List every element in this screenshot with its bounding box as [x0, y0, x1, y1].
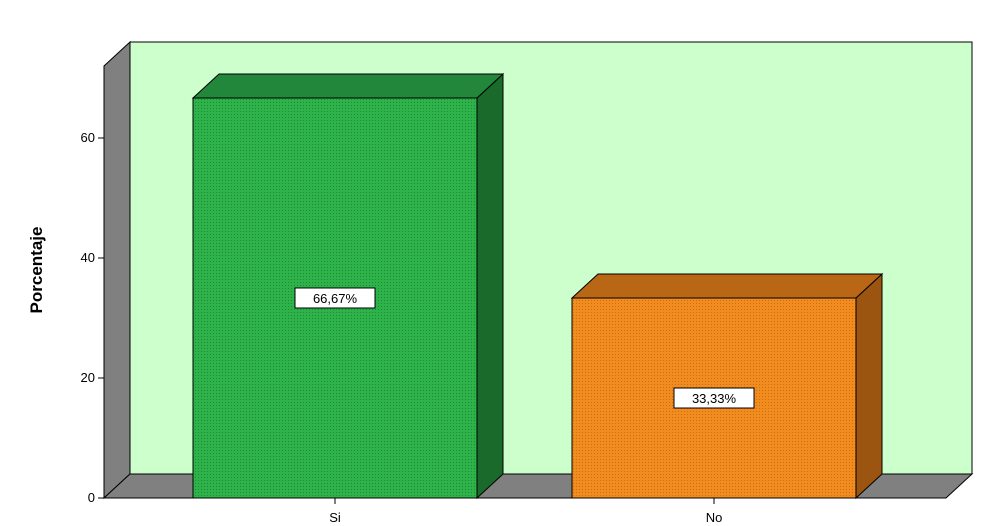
y-tick-label: 0 [88, 490, 95, 505]
y-tick-label: 60 [81, 130, 95, 145]
bar-no: 33,33% [570, 272, 884, 500]
y-tick-label: 40 [81, 250, 95, 265]
x-category-label: No [706, 510, 723, 525]
x-axis-labels: Si No [329, 498, 722, 525]
y-tick-label: 20 [81, 370, 95, 385]
data-label: 66,67% [313, 291, 358, 306]
y-axis-ticks: 0 20 40 60 [81, 130, 104, 505]
bars-group: 66,67% 33,33% [191, 72, 884, 500]
bar-side [855, 272, 883, 500]
bar-top [191, 73, 505, 99]
left-wall [103, 40, 131, 500]
data-label-box [294, 287, 376, 309]
bar-side [476, 72, 504, 500]
y-axis-title: Porcentaje [27, 227, 46, 314]
x-category-label: Si [329, 510, 341, 525]
bar-top [570, 273, 884, 299]
data-label-box [673, 387, 755, 409]
bar-si: 66,67% [191, 72, 505, 500]
data-label: 33,33% [692, 391, 737, 406]
